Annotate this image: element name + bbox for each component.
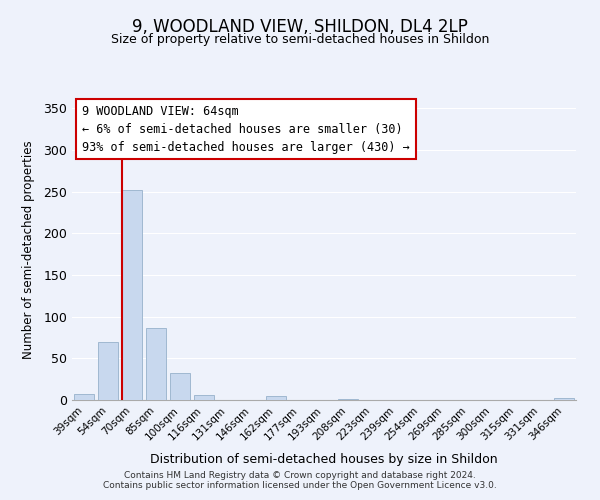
Bar	[74, 394, 94, 400]
X-axis label: Distribution of semi-detached houses by size in Shildon: Distribution of semi-detached houses by …	[150, 453, 498, 466]
Bar	[146, 328, 166, 400]
Bar	[194, 395, 214, 400]
Bar	[338, 399, 358, 400]
Text: Contains public sector information licensed under the Open Government Licence v3: Contains public sector information licen…	[103, 481, 497, 490]
Bar	[122, 190, 142, 400]
Text: 9, WOODLAND VIEW, SHILDON, DL4 2LP: 9, WOODLAND VIEW, SHILDON, DL4 2LP	[132, 18, 468, 36]
Text: Contains HM Land Registry data © Crown copyright and database right 2024.: Contains HM Land Registry data © Crown c…	[124, 471, 476, 480]
Y-axis label: Number of semi-detached properties: Number of semi-detached properties	[22, 140, 35, 360]
Bar	[554, 398, 574, 400]
Bar	[266, 396, 286, 400]
Text: Size of property relative to semi-detached houses in Shildon: Size of property relative to semi-detach…	[111, 32, 489, 46]
Bar	[98, 342, 118, 400]
Text: 9 WOODLAND VIEW: 64sqm
← 6% of semi-detached houses are smaller (30)
93% of semi: 9 WOODLAND VIEW: 64sqm ← 6% of semi-deta…	[82, 104, 410, 154]
Bar	[170, 372, 190, 400]
